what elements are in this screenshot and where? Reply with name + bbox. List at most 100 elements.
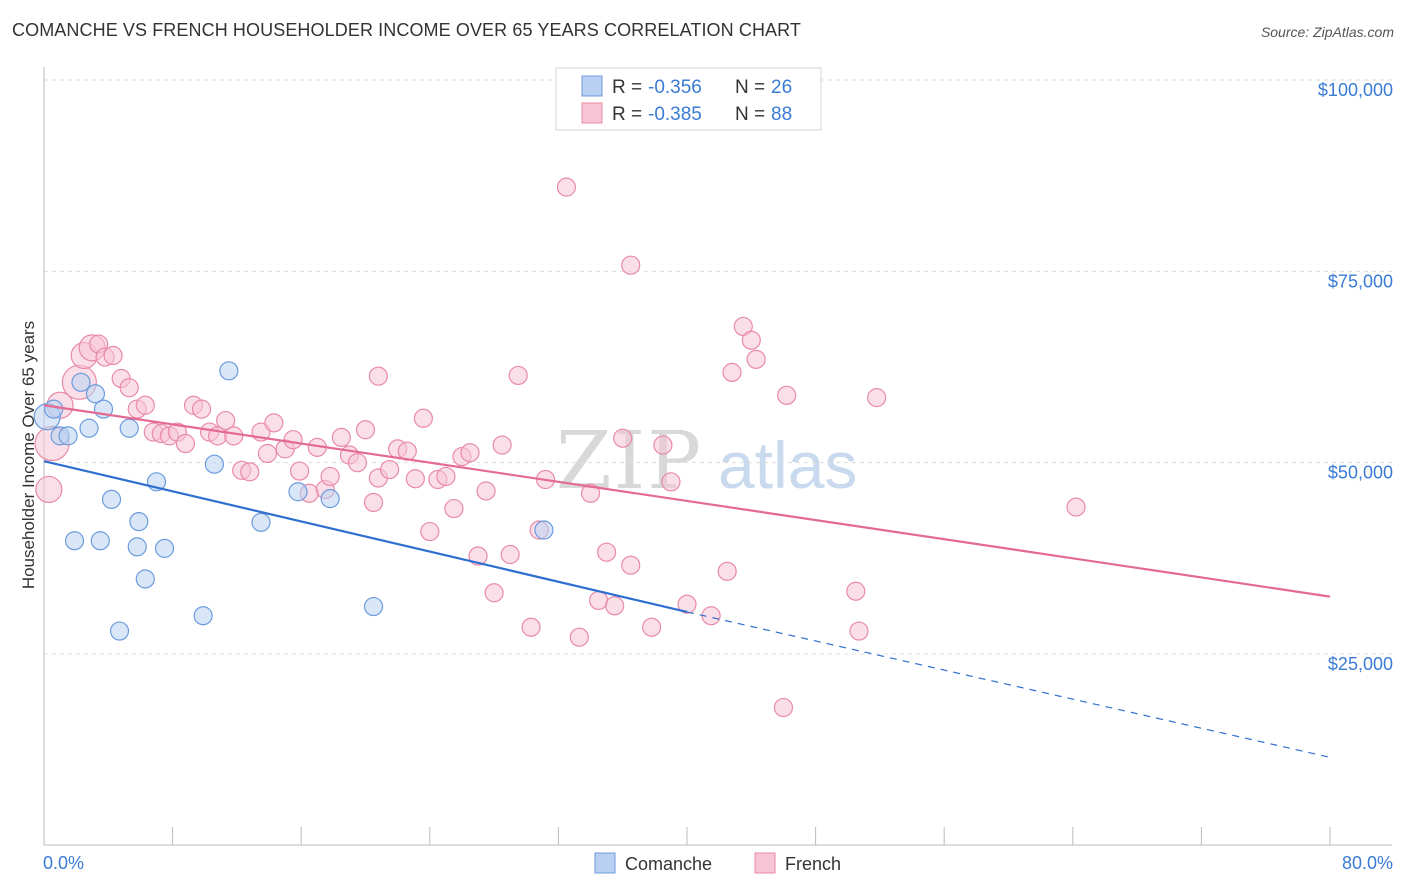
legend-n-value-comanche: 26 [771,77,792,98]
stats-legend: R = -0.356 N = 26 R = -0.385 N = 88 [555,67,822,131]
comanche-point-5 [79,418,99,438]
french-point-66 [588,590,609,611]
french-point-50 [436,466,456,487]
legend-r-value-french: -0.385 [648,104,702,125]
comanche-point-22 [288,482,308,502]
french-point-17 [175,433,196,454]
french-point-82 [773,697,794,718]
french-point-40 [363,492,384,513]
french-point-27 [257,443,278,464]
french-point-87 [1066,497,1086,517]
french-point-54 [468,546,488,566]
legend-r-label-french: R = [612,104,642,125]
french-point-70 [621,555,641,575]
comanche-point-17 [154,538,175,558]
comanche-point-24 [363,596,384,617]
bottom-legend-swatch-french [754,852,776,874]
y-tick-label-0: $25,000 [1328,654,1393,674]
legend-n-value-french: 88 [771,104,792,125]
french-point-23 [224,426,244,446]
comanche-trend-extension [686,611,1331,758]
french-point-58 [500,544,520,565]
y-tick-label-3: $100,000 [1318,80,1393,100]
comanche-point-15 [109,621,130,641]
french-point-69 [613,428,633,448]
french-point-68 [605,596,625,616]
french-point-80 [741,330,761,350]
french-point-42 [380,459,400,480]
french-point-73 [653,435,673,455]
french-point-65 [580,483,601,503]
french-point-56 [484,583,504,603]
comanche-point-25 [534,520,554,540]
comanche-point-1 [44,399,64,419]
french-point-60 [521,617,541,637]
legend-r-label-comanche: R = [612,77,642,98]
comanche-point-8 [64,531,85,551]
y-tick-labels: $25,000 $50,000 $75,000 $100,000 [1318,80,1393,674]
comanche-point-10 [101,489,122,510]
x-tick-label-min: 0.0% [43,853,84,873]
french-point-78 [722,362,742,382]
trend-lines [43,404,1331,758]
comanche-point-12 [127,537,147,557]
french-point-67 [597,542,617,562]
bottom-legend-label-comanche: Comanche [625,854,712,874]
comanche-point-20 [219,361,239,381]
legend-n-label-french: N = [735,104,765,125]
french-point-85 [849,621,869,641]
french-point-75 [677,594,697,614]
french-point-51 [444,498,464,519]
watermark: ZIP atlas [556,414,857,507]
french-point-83 [777,385,797,405]
comanche-point-4 [71,372,91,392]
bottom-legend-swatch-comanche [594,852,616,874]
comanche-trend-line [43,460,688,613]
source-label: Source: ZipAtlas.com [1260,24,1394,40]
french-point-77 [717,561,737,581]
x-tick-label-max: 80.0% [1342,853,1393,873]
legend-n-label-comanche: N = [735,77,765,98]
french-point-84 [846,581,866,601]
french-point-30 [283,430,303,450]
french-trend-line [43,404,1331,598]
y-tick-label-2: $75,000 [1328,271,1393,291]
french-point-28 [264,413,284,433]
french-point-10 [119,378,139,398]
french-point-57 [492,435,512,455]
french-point-46 [405,469,425,489]
comanche-point-6 [85,384,106,404]
y-axis-title: Householder Income Over 65 years [19,321,38,589]
comanche-point-14 [135,569,155,589]
comanche-point-23 [320,489,340,509]
french-point-86 [867,388,887,408]
french-points [34,177,1086,718]
french-point-81 [746,349,766,369]
y-tick-label-1: $50,000 [1328,463,1393,483]
legend-swatch-french [581,102,603,124]
comanche-point-11 [119,418,139,438]
french-point-64 [569,627,589,647]
french-point-8 [103,345,123,366]
french-point-38 [347,453,368,473]
french-point-0 [35,475,63,504]
legend-swatch-comanche [581,75,603,97]
comanche-point-9 [90,531,110,551]
french-point-25 [240,462,260,482]
comanche-point-18 [193,606,213,626]
comanche-point-19 [204,454,224,474]
french-point-47 [413,408,433,428]
french-point-35 [320,466,340,487]
french-point-48 [420,521,440,542]
french-point-12 [135,395,155,415]
french-point-59 [508,365,528,386]
french-point-55 [476,481,496,501]
gridlines [44,79,1392,655]
french-point-39 [355,420,376,440]
french-point-36 [331,427,351,448]
french-point-19 [191,399,212,419]
chart-title: COMANCHE VS FRENCH HOUSEHOLDER INCOME OV… [12,20,802,40]
legend-r-value-comanche: -0.356 [648,77,702,98]
comanche-points [33,361,554,641]
french-point-71 [621,255,641,275]
